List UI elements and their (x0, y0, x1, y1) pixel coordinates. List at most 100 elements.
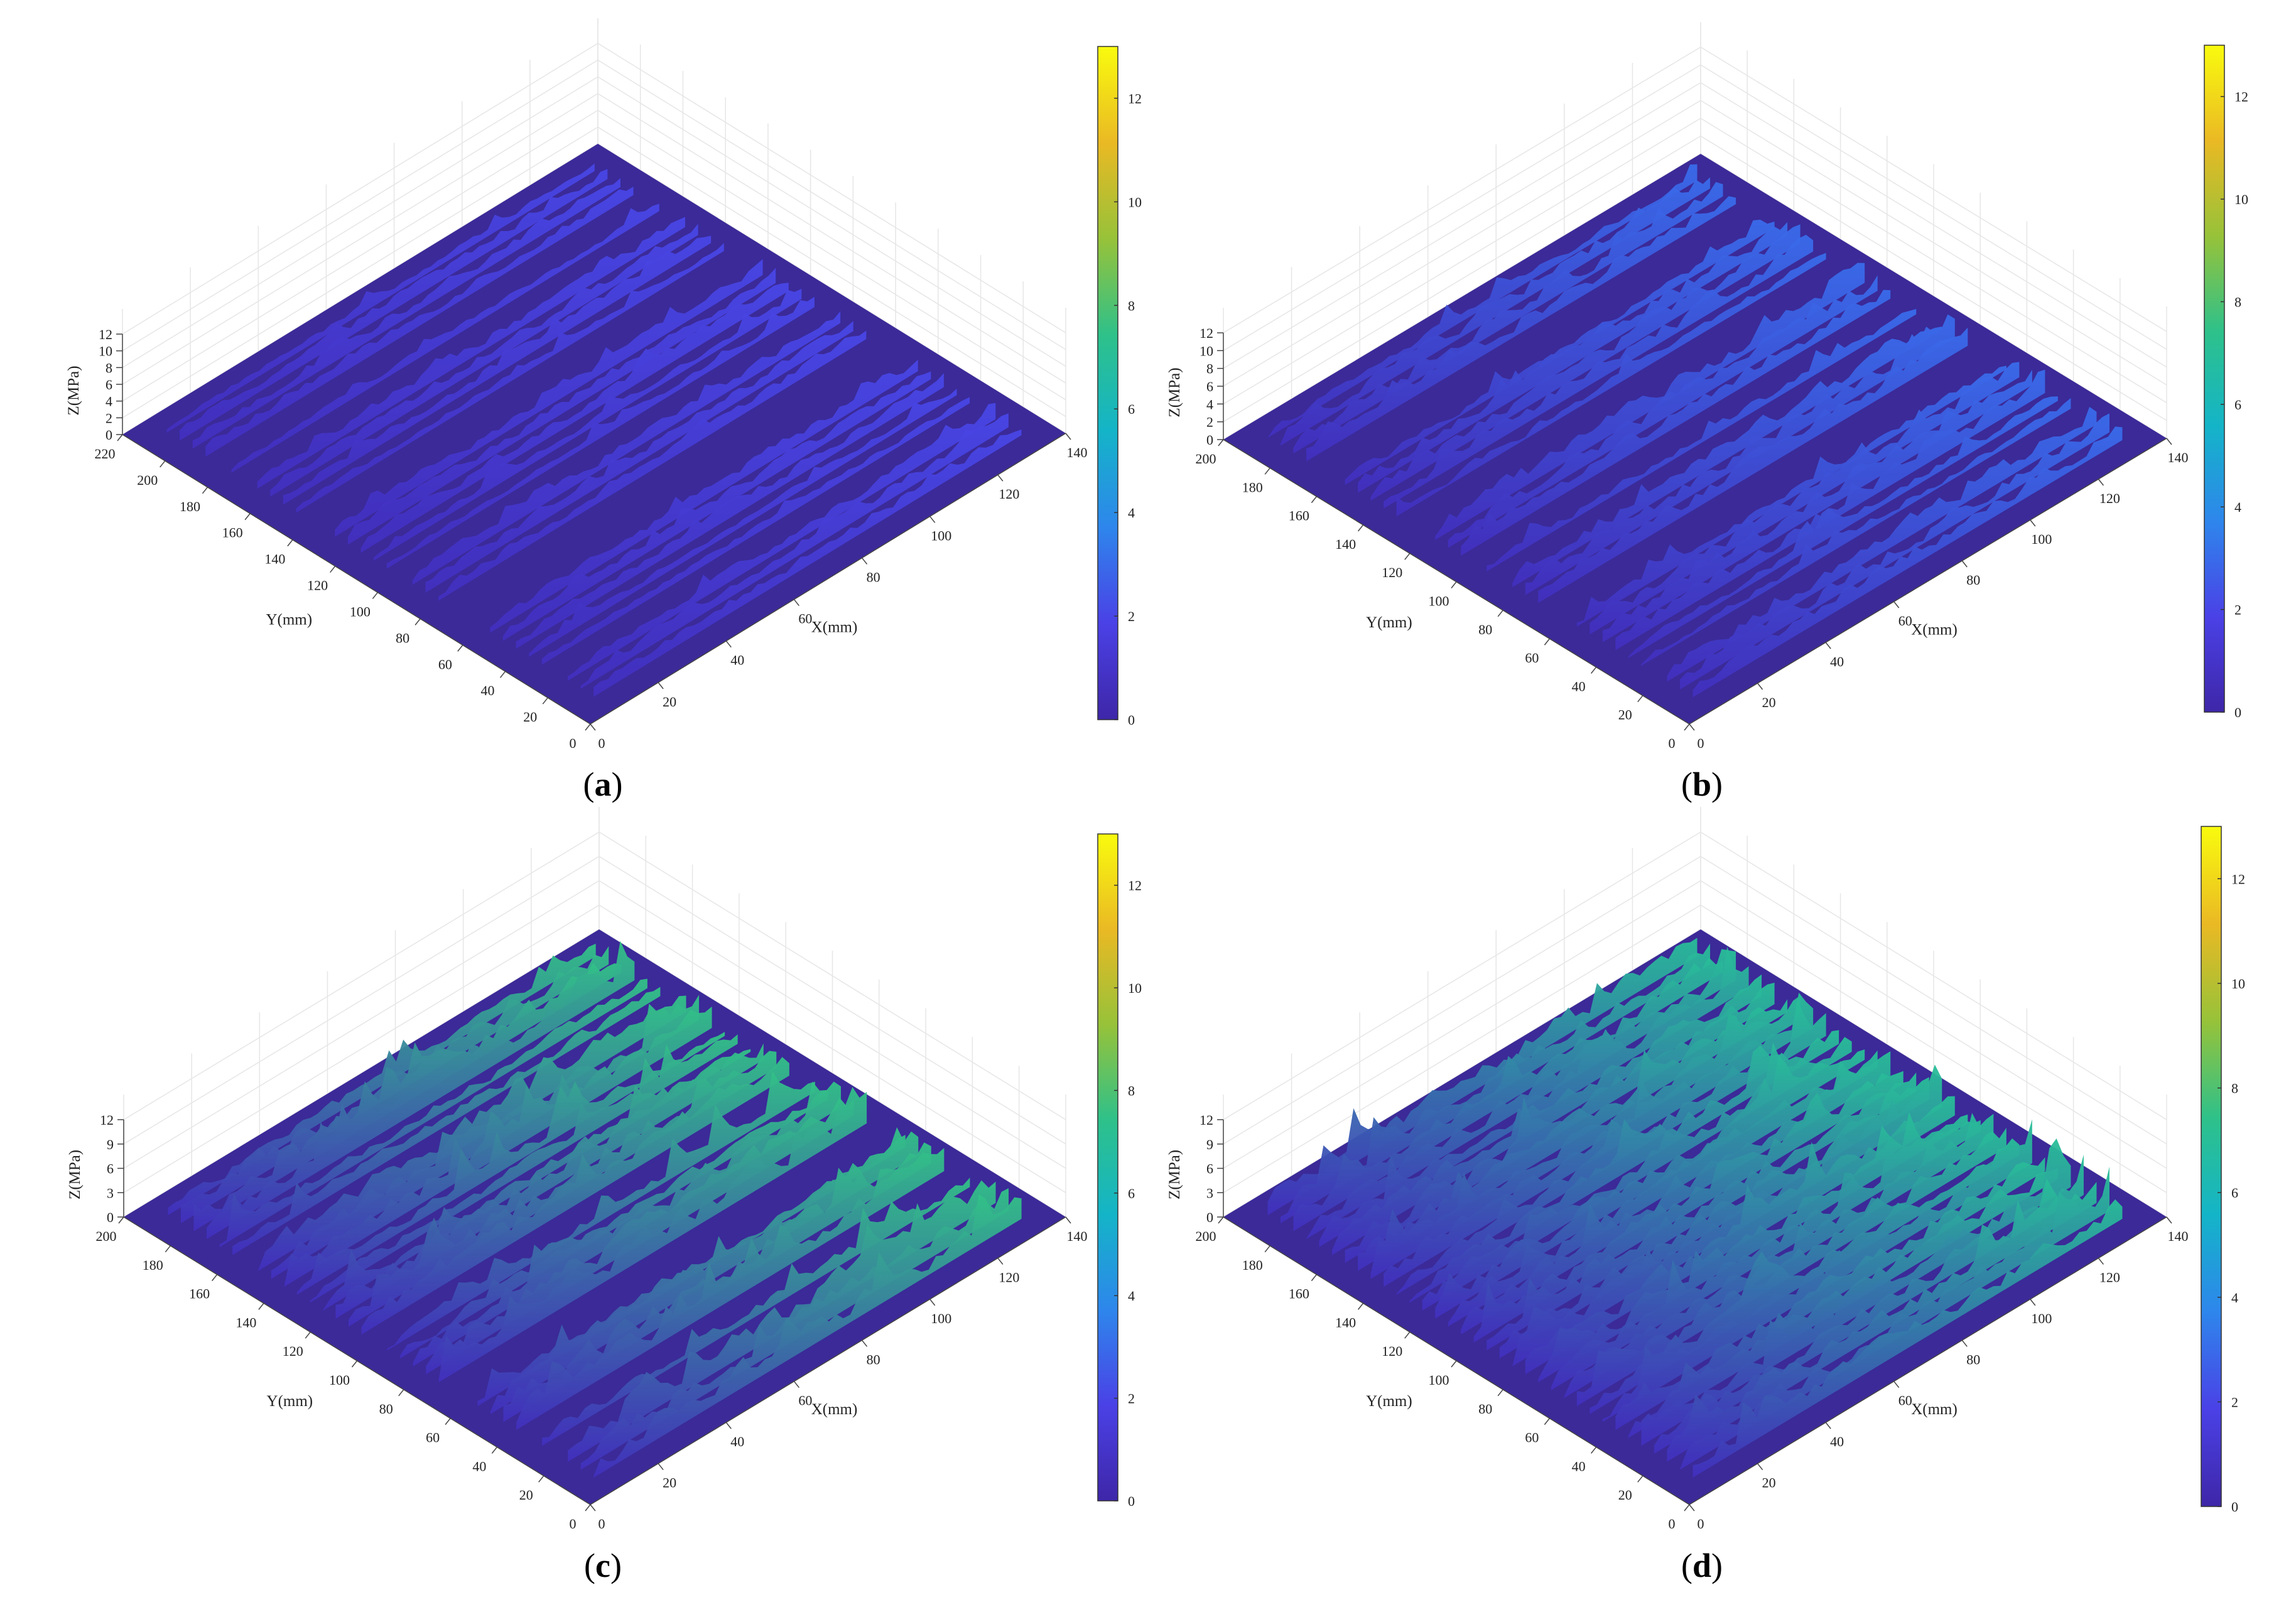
y-tick-label: 80 (1478, 1401, 1492, 1417)
x-tick (2098, 479, 2104, 486)
surface-row (296, 243, 724, 513)
surface-row (568, 403, 996, 681)
x-tick-label: 60 (1898, 1393, 1912, 1409)
y-tick-label: 20 (519, 1487, 533, 1503)
colorbar-tick-label: 8 (2234, 294, 2241, 310)
y-tick-label: 100 (1429, 1372, 1449, 1388)
y-tick (1544, 1418, 1550, 1425)
surface-row (1473, 1071, 1903, 1343)
x-tick (658, 682, 664, 690)
surface-row (1692, 1199, 2123, 1478)
z-tick-label: 12 (100, 1112, 114, 1128)
y-tick (1637, 695, 1643, 703)
x-tick-label: 0 (1698, 1516, 1704, 1532)
z-tick-label: 8 (1206, 361, 1213, 377)
x-axis: 0 20 40 60 80 100 120 140 X(mm) (590, 1216, 1088, 1532)
surface-row (1435, 1049, 1865, 1319)
y-tick (1451, 582, 1457, 588)
grid-line-z-4 (123, 831, 1066, 1120)
y-tick-label: 60 (1525, 1430, 1539, 1446)
x-tick (1893, 601, 1900, 609)
y-tick-label: 80 (379, 1401, 393, 1417)
y-tick (1218, 439, 1224, 446)
y-tick (160, 460, 166, 468)
y-axis-label: Y(mm) (267, 1393, 313, 1410)
grid-line-z-4 (1223, 831, 2167, 1120)
surface-row (593, 429, 1022, 697)
colorbar-bar (1097, 833, 1118, 1501)
y-tick (330, 566, 336, 573)
colorbar-tick-label: 2 (2231, 1394, 2238, 1410)
y-tick-label: 140 (1335, 1314, 1356, 1330)
y-tick (212, 1274, 218, 1282)
colorbar-tick-label: 8 (2231, 1081, 2238, 1096)
y-axis: 0 20 40 60 80 100 120 140 160 180 200 Y(mm) (96, 1216, 591, 1532)
y-tick-label: 180 (1242, 479, 1263, 495)
colorbar: 0 2 4 6 8 10 12 (1097, 46, 1142, 728)
chart-panel-a: 020406080100120140X(mm)02040608010012014… (65, 18, 1142, 751)
surface-row (1641, 398, 2071, 666)
x-tick (2166, 438, 2172, 445)
surface-row (1525, 1096, 1955, 1375)
surface-row (1679, 413, 2109, 690)
y-tick-label: 20 (1618, 707, 1632, 723)
grid-line-z-4 (1223, 82, 2167, 369)
surface-row (593, 1194, 1022, 1478)
surface-row (1576, 1127, 2006, 1407)
y-tick-label: 0 (1669, 1516, 1676, 1532)
panel-label-c: (c) (584, 1547, 622, 1584)
colorbar-tick-label: 8 (1128, 1083, 1135, 1098)
y-tick-label: 160 (222, 525, 243, 541)
y-tick (202, 487, 208, 494)
x-tick-label: 140 (1067, 1228, 1088, 1244)
grid-line-z-1 (123, 904, 1066, 1193)
surface-row (580, 413, 1009, 689)
x-axis: 0 20 40 60 80 100 120 140 X(mm) (1689, 438, 2189, 751)
x-tick (1065, 1216, 1071, 1224)
surface-row (192, 178, 620, 449)
x-tick-label: 40 (730, 652, 744, 668)
surface-row (1602, 369, 2032, 642)
x-tick-label: 80 (1966, 572, 1980, 588)
colorbar-tick-label: 0 (1128, 1493, 1135, 1509)
surface-row (1486, 1072, 1917, 1351)
y-tick (244, 513, 251, 521)
x-tick (997, 474, 1004, 482)
y-tick (1497, 1389, 1503, 1397)
y-tick (538, 1475, 544, 1483)
surface-row (516, 1148, 945, 1431)
grid-line-z-6 (1223, 46, 2167, 333)
x-tick (997, 1257, 1004, 1265)
surface-row (386, 296, 815, 569)
y-tick (372, 592, 378, 599)
surface-row (1512, 1064, 1942, 1366)
x-tick (725, 1422, 732, 1429)
surface-row (516, 373, 944, 649)
y-tick (117, 434, 123, 441)
surface-row (1589, 1138, 2020, 1414)
z-tick-label: 4 (106, 394, 112, 409)
chart-panel-d: 020406080100120140X(mm)02040608010012014… (1166, 807, 2245, 1532)
y-tick-label: 200 (137, 472, 158, 488)
surface-row (1267, 164, 1698, 438)
z-tick-label: 12 (1199, 1112, 1213, 1128)
x-tick-label: 40 (1830, 1434, 1844, 1449)
y-tick-label: 40 (481, 683, 495, 698)
z-tick-label: 3 (107, 1185, 114, 1201)
surface-row (1370, 224, 1801, 501)
x-tick (2030, 519, 2036, 527)
y-tick-label: 200 (96, 1228, 117, 1244)
colorbar-tick-label: 8 (1128, 298, 1135, 313)
x-tick (1825, 1422, 1831, 1429)
grid-line-z-1 (122, 126, 1066, 418)
y-tick (1311, 1274, 1317, 1282)
z-axis-label: Z(MPa) (67, 1150, 84, 1199)
x-tick-label: 0 (598, 1516, 605, 1532)
surface-row (541, 397, 970, 665)
colorbar-tick-label: 4 (1128, 505, 1135, 521)
surface-row (529, 388, 957, 657)
surface-row (438, 330, 867, 601)
y-tick (445, 1418, 451, 1425)
z-axis: 0 3 6 9 12 Z(MPa) (1166, 1112, 1224, 1225)
